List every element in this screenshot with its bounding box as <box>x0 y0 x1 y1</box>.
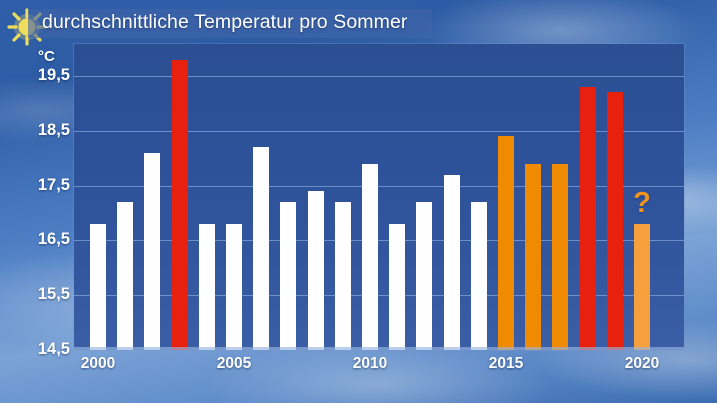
bar-2001 <box>117 202 134 350</box>
bar-2019 <box>606 92 623 350</box>
y-axis-unit: °C <box>38 48 55 65</box>
bar-2004 <box>198 223 215 350</box>
bar-2015 <box>498 136 514 350</box>
bar-2002 <box>144 152 161 350</box>
x-tick-label-2005: 2005 <box>216 355 252 372</box>
bar-2006 <box>253 147 270 350</box>
x-tick-label-2010: 2010 <box>352 355 388 372</box>
bar-2016 <box>525 163 542 350</box>
bar-2017 <box>552 163 569 350</box>
bar-2010 <box>362 163 378 350</box>
y-tick-label: 17,5 <box>37 175 70 194</box>
y-tick-label: 15,5 <box>37 285 70 304</box>
gridline <box>74 295 684 297</box>
bar-2018 <box>579 86 596 350</box>
bar-2020 <box>634 223 650 350</box>
x-tick-label-2000: 2000 <box>80 355 116 372</box>
bar-2011 <box>389 223 406 350</box>
bar-2013 <box>443 174 460 350</box>
bar-2000 <box>90 223 106 350</box>
x-tick-label-2020: 2020 <box>624 355 660 372</box>
gridline <box>74 76 684 77</box>
y-axis-labels: 19,5 18,5 17,5 16,5 15,5 14,5 <box>20 0 70 403</box>
title-band <box>28 9 432 38</box>
y-tick-label: 19,5 <box>37 66 70 84</box>
y-tick-label: 14,5 <box>37 340 70 358</box>
bar-2008 <box>307 191 324 350</box>
bar-2014 <box>470 202 487 350</box>
gridline <box>74 240 684 242</box>
bar-2003 <box>171 59 188 350</box>
y-tick-label: 18,5 <box>37 120 70 139</box>
x-tick-label-2015: 2015 <box>488 355 524 372</box>
page-title: durchschnittliche Temperatur pro Sommer <box>42 11 408 33</box>
y-tick-label: 16,5 <box>37 230 70 249</box>
bar-2009 <box>334 202 351 350</box>
gridline <box>74 130 684 132</box>
plot-area <box>74 44 684 350</box>
bar-2005 <box>226 223 242 350</box>
bar-2007 <box>280 202 297 350</box>
question-mark-annotation: ? <box>633 186 651 219</box>
bar-2012 <box>416 202 433 350</box>
gridline <box>74 185 684 187</box>
x-axis-baseline <box>74 347 684 350</box>
